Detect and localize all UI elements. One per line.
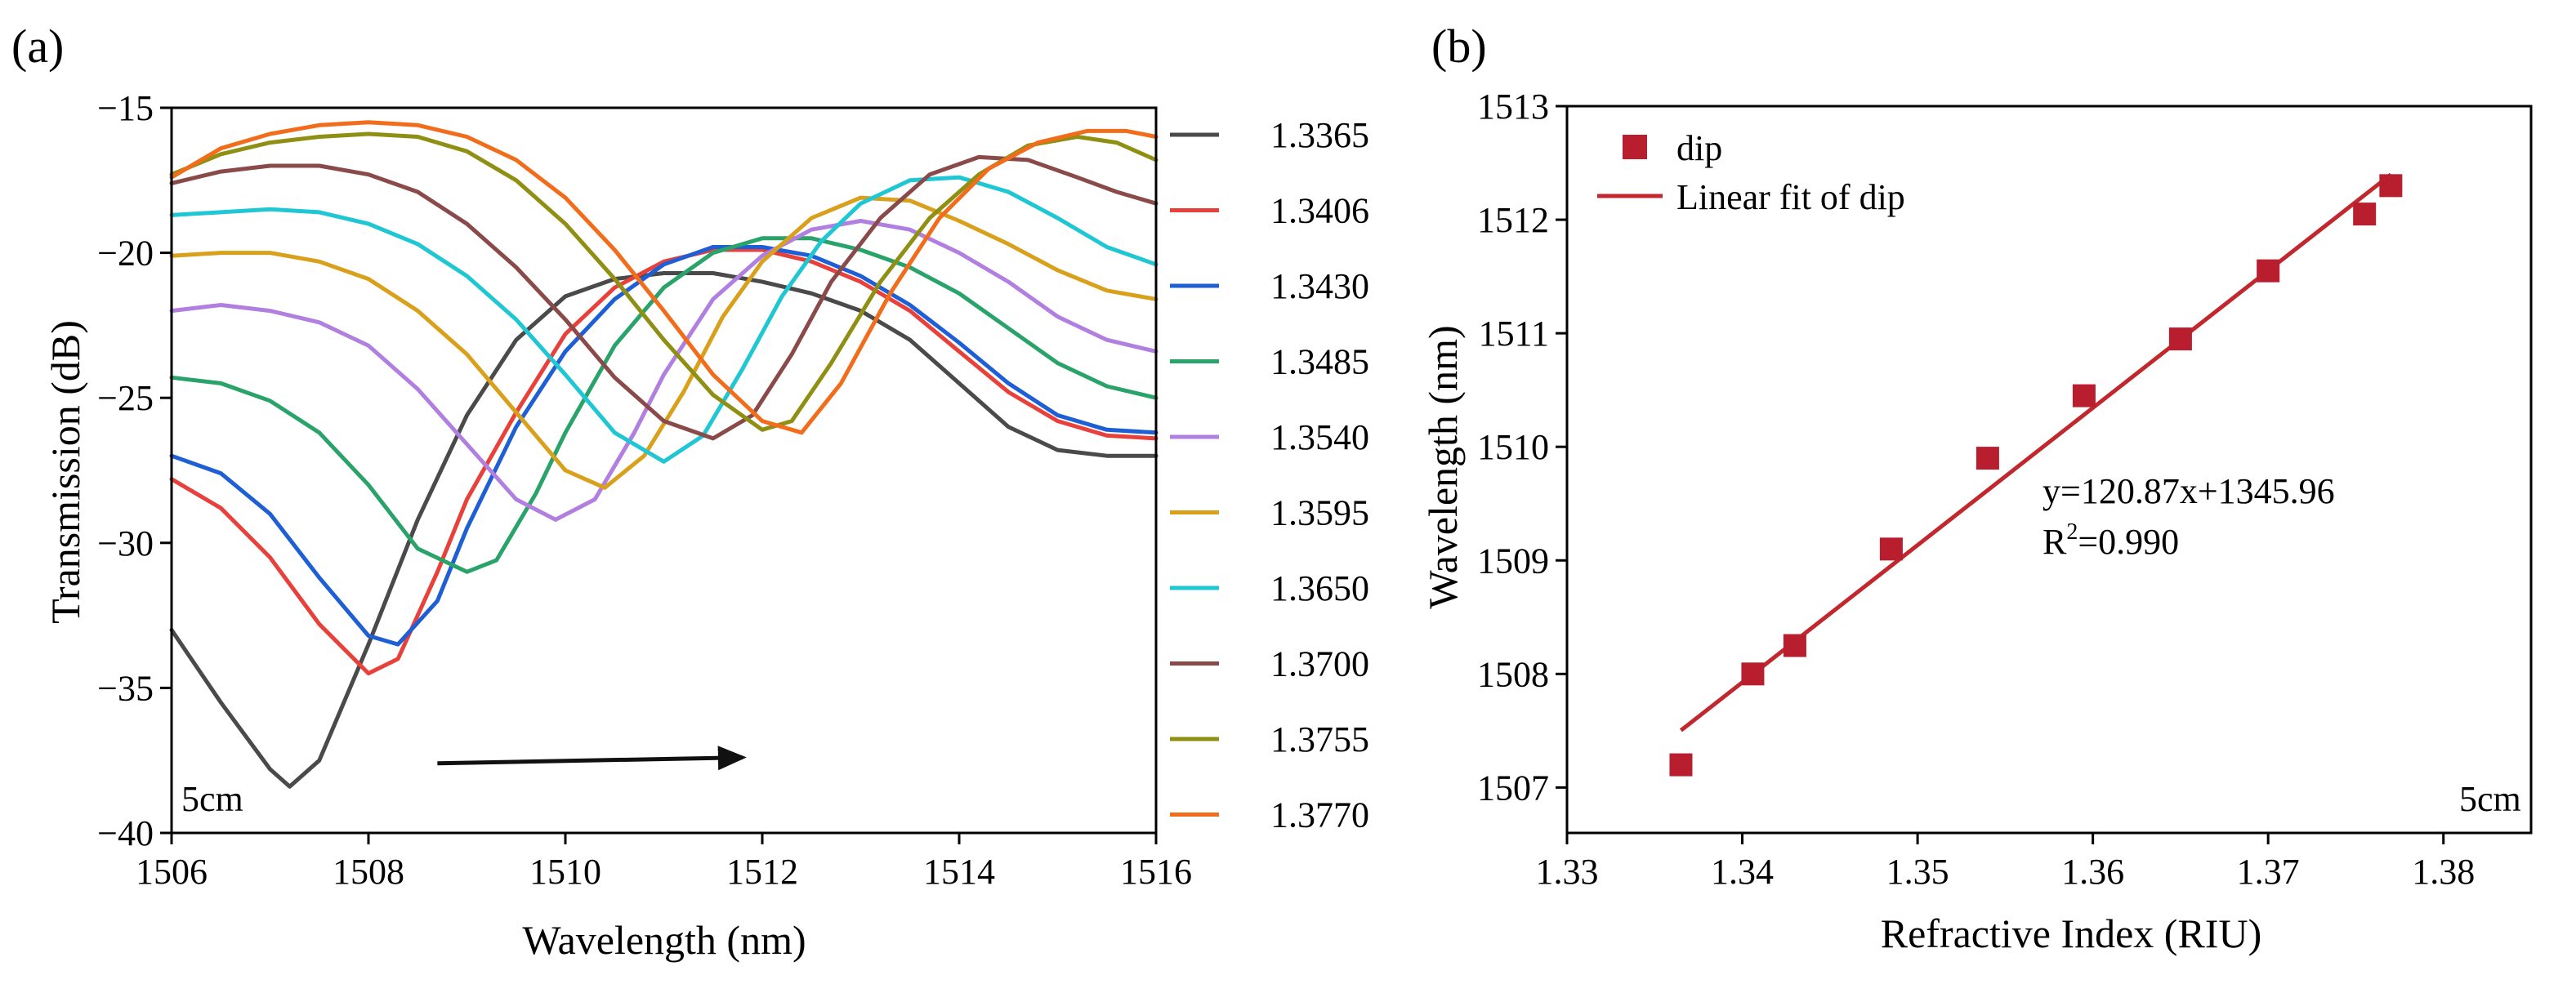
legend-label-1.3700: 1.3700 — [1270, 644, 1369, 684]
y-tick-label: −30 — [97, 523, 154, 563]
x-tick-label: 1.38 — [2412, 852, 2475, 892]
series-line-1.3406 — [169, 247, 1159, 676]
fit-equation: y=120.87x+1345.96 — [2042, 471, 2335, 511]
x-tick-label: 1510 — [529, 852, 601, 892]
series-line-1.3540 — [169, 219, 1159, 522]
panel-a-ticks: 1506 1508 1510 1512 1514 1516 −40 −35 −30 −25 −20 −… — [97, 88, 1192, 892]
legend-label-1.3650: 1.3650 — [1270, 568, 1369, 608]
panel-b-xlabel: Refractive Index (RIU) — [1881, 911, 2261, 956]
legend-label-1.3755: 1.3755 — [1270, 719, 1369, 759]
panel-b-chart: (b) Refractive Index (RIU) Wavelength (n… — [1420, 20, 2533, 956]
x-tick-label: 1.33 — [1536, 852, 1599, 892]
panel-b-ticks: 1.33 1.34 1.35 1.36 1.37 1.38 1507 1508 1509 1510… — [1477, 87, 2475, 892]
series-line-1.3650 — [169, 175, 1159, 464]
y-tick-label: −20 — [97, 234, 154, 274]
y-tick-label: −15 — [97, 88, 154, 128]
panel-b-axes — [1565, 105, 2533, 835]
panel-a-xlabel: Wavelength (nm) — [522, 917, 806, 963]
legend-label-dip: dip — [1676, 128, 1722, 168]
panel-b-label: (b) — [1431, 20, 1487, 73]
panel-a-ylabel: Transmission (dB) — [42, 320, 88, 624]
shift-arrow — [437, 746, 747, 771]
x-tick-label: 1.37 — [2237, 852, 2300, 892]
x-tick-label: 1.34 — [1711, 852, 1774, 892]
panel-a-frame — [170, 106, 1158, 835]
data-point — [1669, 753, 1693, 777]
legend-label-1.3406: 1.3406 — [1270, 191, 1369, 231]
series-line-1.3430 — [169, 245, 1159, 647]
y-tick-label: 1513 — [1477, 87, 1549, 127]
series-line-1.3485 — [169, 236, 1159, 574]
y-tick-label: 1510 — [1477, 427, 1549, 467]
y-tick-label: 1512 — [1477, 200, 1549, 240]
legend-label-1.3770: 1.3770 — [1270, 795, 1369, 835]
x-tick-label: 1508 — [333, 852, 404, 892]
panel-b-frame — [1565, 105, 2533, 835]
x-tick-label: 1514 — [923, 852, 995, 892]
y-tick-label: −40 — [97, 813, 154, 853]
panel-b-ylabel: Wavelength (nm) — [1420, 325, 1466, 608]
panel-b-length-annotation: 5cm — [2459, 779, 2521, 819]
legend-label-1.3540: 1.3540 — [1270, 417, 1369, 457]
panel-b-legend: dip Linear fit of dip — [1597, 128, 1905, 217]
y-tick-label: −35 — [97, 668, 154, 708]
data-point — [2072, 384, 2096, 407]
series-line-1.3365 — [169, 271, 1159, 789]
x-tick-label: 1506 — [136, 852, 208, 892]
r2-superscript: 2 — [2066, 519, 2078, 545]
series-line-1.3700 — [169, 154, 1159, 441]
panel-b-points — [1669, 174, 2403, 777]
data-point — [1741, 662, 1765, 686]
series-line-1.3595 — [169, 195, 1159, 490]
y-tick-label: 1507 — [1477, 768, 1549, 808]
r2-value: =0.990 — [2078, 522, 2179, 562]
data-point — [1783, 634, 1806, 657]
y-tick-label: 1508 — [1477, 654, 1549, 694]
data-point — [2168, 327, 2192, 351]
y-tick-label: 1509 — [1477, 541, 1549, 581]
r2-prefix: R — [2042, 522, 2067, 562]
data-point — [2353, 203, 2377, 226]
legend-label-1.3595: 1.3595 — [1270, 493, 1369, 533]
x-tick-label: 1.36 — [2061, 852, 2124, 892]
panel-a-chart: (a) Wavelength (nm) Transmission (dB) 15… — [11, 20, 1369, 963]
data-point — [2379, 174, 2403, 198]
x-tick-label: 1512 — [726, 852, 798, 892]
series-line-1.3770 — [169, 120, 1159, 435]
legend-marker-dip — [1623, 135, 1647, 159]
data-point — [1879, 537, 1903, 561]
fit-r-squared: R2=0.990 — [2042, 519, 2179, 562]
panel-a-label: (a) — [11, 20, 64, 73]
legend-label-fit: Linear fit of dip — [1676, 177, 1905, 217]
x-tick-label: 1.35 — [1886, 852, 1949, 892]
x-tick-label: 1516 — [1120, 852, 1192, 892]
panel-a-legend: 1.3365 1.3406 1.3430 1.3485 1.3540 1.3595 1.36… — [1170, 115, 1369, 835]
legend-label-1.3485: 1.3485 — [1270, 342, 1369, 382]
legend-label-1.3365: 1.3365 — [1270, 115, 1369, 155]
panel-a-length-annotation: 5cm — [181, 779, 243, 819]
legend-label-1.3430: 1.3430 — [1270, 266, 1369, 306]
y-tick-label: 1511 — [1479, 314, 1549, 354]
panel-a-axes — [170, 106, 1158, 835]
panel-a-curves — [169, 120, 1159, 789]
data-point — [1976, 447, 1999, 470]
data-point — [2257, 259, 2280, 283]
y-tick-label: −25 — [97, 378, 154, 418]
